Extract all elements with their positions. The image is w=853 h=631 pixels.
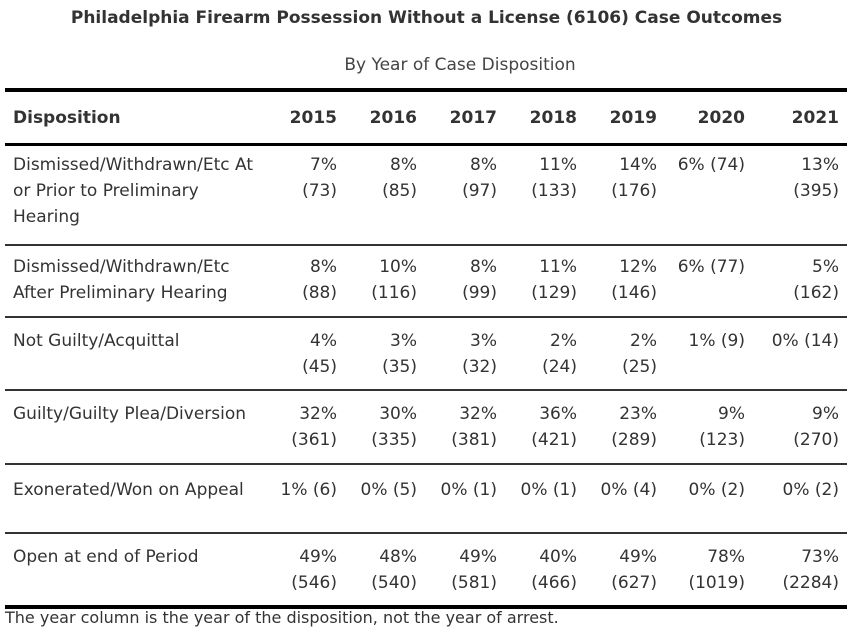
table-cell: 6% (77) xyxy=(677,256,745,277)
table-cell: 0% (2) xyxy=(782,479,839,500)
table-cell: 2% (24) xyxy=(542,330,577,377)
row-label: Exonerated/Won on Appeal xyxy=(13,479,244,500)
table-cell: 32% (381) xyxy=(451,403,497,450)
table-cell: 1% (6) xyxy=(280,479,337,500)
table-cell: 0% (2) xyxy=(688,479,745,500)
table-cell: 6% (74) xyxy=(677,155,745,175)
table-cell: 23% (289) xyxy=(611,403,657,450)
table-row: Dismissed/Withdrawn/Etc At or Prior to P… xyxy=(5,145,847,245)
table-cell: 3% (32) xyxy=(462,330,497,377)
table-cell: 8% (85) xyxy=(382,155,417,201)
table-row: Open at end of Period 49% (546) 48% (540… xyxy=(5,533,847,607)
table-title: Philadelphia Firearm Possession Without … xyxy=(70,8,783,28)
table-cell: 49% (627) xyxy=(611,546,657,593)
column-header-year: 2017 xyxy=(449,107,497,128)
column-header-year: 2018 xyxy=(529,107,577,128)
table-cell: 36% (421) xyxy=(531,403,577,450)
row-label: Guilty/Guilty Plea/Diversion xyxy=(13,403,247,424)
table-cell: 12% (146) xyxy=(611,256,657,303)
table-cell: 40% (466) xyxy=(531,546,577,593)
table-cell: 0% (1) xyxy=(520,479,577,500)
row-label: Dismissed/Withdrawn/Etc After Preliminar… xyxy=(13,256,230,303)
header-row: Disposition 2015 2016 2017 2018 2019 202… xyxy=(5,90,847,145)
table-cell: 0% (14) xyxy=(771,330,839,351)
row-label: Dismissed/Withdrawn/Etc At or Prior to P… xyxy=(13,155,254,227)
table-cell: 10% (116) xyxy=(371,256,417,303)
table-cell: 11% (129) xyxy=(531,256,577,303)
table-cell: 3% (35) xyxy=(382,330,417,377)
row-label: Not Guilty/Acquittal xyxy=(13,330,180,351)
table-subtitle: By Year of Case Disposition xyxy=(344,55,576,75)
table-cell: 0% (4) xyxy=(600,479,657,500)
table-cell: 49% (546) xyxy=(291,546,337,593)
table-cell: 11% (133) xyxy=(531,155,577,201)
column-header-year: 2016 xyxy=(369,107,417,128)
table-cell: 13% (395) xyxy=(793,155,839,201)
column-header-disposition: Disposition xyxy=(13,107,121,128)
table-cell: 1% (9) xyxy=(688,330,745,351)
outcomes-table: Disposition 2015 2016 2017 2018 2019 202… xyxy=(5,88,847,609)
column-header-year: 2021 xyxy=(791,107,839,128)
table-cell: 32% (361) xyxy=(291,403,337,450)
table-cell: 0% (1) xyxy=(440,479,497,500)
footnote: The year column is the year of the dispo… xyxy=(5,608,559,627)
table-cell: 14% (176) xyxy=(611,155,657,201)
table-cell: 8% (88) xyxy=(302,256,337,303)
column-header-year: 2020 xyxy=(697,107,745,128)
table-row: Not Guilty/Acquittal 4% (45) 3% (35) 3% … xyxy=(5,317,847,390)
table-cell: 4% (45) xyxy=(302,330,337,377)
table-cell: 30% (335) xyxy=(371,403,417,450)
column-header-year: 2019 xyxy=(609,107,657,128)
table-cell: 5% (162) xyxy=(793,256,839,303)
table-cell: 48% (540) xyxy=(371,546,417,593)
table-cell: 7% (73) xyxy=(302,155,337,201)
table-cell: 49% (581) xyxy=(451,546,497,593)
table-cell: 8% (99) xyxy=(462,256,497,303)
row-label: Open at end of Period xyxy=(13,546,199,567)
table-cell: 73% (2284) xyxy=(782,546,839,593)
table-cell: 9% (270) xyxy=(793,403,839,450)
table-cell: 0% (5) xyxy=(360,479,417,500)
table-cell: 9% (123) xyxy=(699,403,745,450)
table-cell: 8% (97) xyxy=(462,155,497,201)
column-header-year: 2015 xyxy=(289,107,337,128)
table-row: Guilty/Guilty Plea/Diversion 32% (361) 3… xyxy=(5,390,847,464)
table-row: Exonerated/Won on Appeal 1% (6) 0% (5) 0… xyxy=(5,464,847,533)
table-cell: 2% (25) xyxy=(622,330,657,377)
table-cell: 78% (1019) xyxy=(688,546,745,593)
table-row: Dismissed/Withdrawn/Etc After Preliminar… xyxy=(5,245,847,317)
